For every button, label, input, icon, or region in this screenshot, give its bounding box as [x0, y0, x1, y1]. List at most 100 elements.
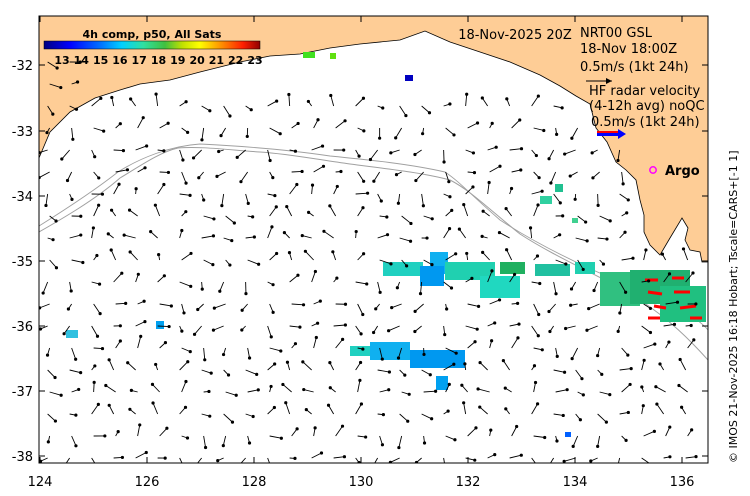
current-arrow-head — [569, 287, 574, 291]
current-arrow — [47, 61, 58, 69]
current-arrow — [531, 190, 543, 195]
x-tick-label: 136 — [670, 475, 695, 490]
current-arrow — [643, 249, 647, 261]
current-arrow — [201, 369, 212, 374]
current-arrow-head — [217, 149, 221, 154]
current-arrow — [357, 171, 365, 182]
current-arrow-head — [219, 133, 223, 138]
current-arrow-head — [269, 335, 273, 339]
current-arrow-head — [518, 118, 522, 122]
current-arrow-head — [92, 380, 96, 384]
current-arrow — [564, 457, 576, 462]
current-arrow-head — [519, 453, 523, 457]
current-arrow-head — [381, 106, 385, 110]
current-arrow-head — [558, 201, 562, 205]
current-arrow — [110, 249, 117, 261]
current-arrow-head — [425, 236, 429, 240]
current-arrow — [553, 413, 564, 416]
current-arrow-head — [343, 119, 347, 123]
current-arrow — [621, 171, 624, 184]
current-arrow-head — [475, 327, 479, 331]
current-arrow-head — [548, 329, 552, 334]
current-arrow-head — [536, 464, 538, 466]
current-arrow-head — [285, 360, 290, 364]
x-tick-label: 128 — [242, 475, 267, 490]
current-arrow — [663, 273, 670, 283]
colorbar: 4h comp, p50, All Sats 13 14 15 16 17 18 19 20 2… — [43, 28, 263, 67]
credit-text: © IMOS 21-Nov-2025 16:18 Hobart; Tscale=… — [727, 151, 740, 463]
current-arrow-head — [110, 95, 114, 100]
current-arrow-head — [163, 456, 167, 460]
current-arrow-head — [533, 380, 538, 385]
current-arrow — [39, 303, 50, 309]
current-arrow-head — [361, 347, 365, 351]
current-arrow — [203, 435, 207, 448]
current-arrow — [313, 165, 324, 173]
current-arrow — [216, 171, 226, 177]
current-arrow-head — [658, 362, 662, 366]
current-arrow-head — [268, 158, 272, 163]
current-arrow-head — [328, 204, 332, 208]
current-arrow-head — [328, 386, 332, 390]
current-arrow-head — [298, 325, 302, 329]
colorbar-tick: 13 — [54, 54, 69, 67]
current-arrow — [42, 281, 49, 294]
current-arrow-head — [98, 312, 102, 316]
current-arrow-head — [284, 401, 288, 405]
current-arrow-head — [238, 465, 240, 467]
current-arrow-head — [473, 458, 477, 462]
current-arrow-head — [208, 109, 212, 113]
current-arrow — [531, 457, 536, 463]
current-arrow-head — [316, 118, 320, 122]
current-arrow — [553, 193, 561, 204]
current-arrow-head — [53, 419, 58, 423]
current-arrow — [588, 303, 600, 310]
current-arrow-head — [91, 226, 95, 230]
current-arrow — [113, 272, 123, 283]
current-arrow — [179, 193, 191, 196]
current-arrow-head — [655, 402, 659, 406]
current-arrow-head — [448, 102, 452, 106]
current-arrow-head — [273, 193, 277, 198]
current-arrow — [459, 228, 467, 239]
current-arrow-head — [427, 111, 432, 115]
current-arrow-head — [361, 206, 365, 210]
current-arrow-head — [447, 227, 452, 231]
current-arrow-head — [246, 201, 250, 206]
current-arrow — [553, 281, 557, 294]
current-arrow-head — [535, 254, 540, 258]
current-arrow-head — [212, 306, 216, 310]
current-arrow-head — [631, 256, 635, 260]
current-arrow-head — [93, 155, 97, 159]
current-arrow-head — [481, 209, 485, 213]
current-arrow — [511, 119, 521, 129]
current-arrow — [213, 325, 224, 331]
current-arrow — [655, 386, 666, 393]
current-arrow-head — [487, 180, 491, 185]
current-arrow — [619, 281, 627, 293]
current-arrow-head — [39, 327, 43, 331]
current-arrow — [302, 235, 312, 239]
current-arrow-head — [528, 226, 533, 230]
current-arrow-head — [626, 198, 630, 202]
current-arrow — [548, 149, 555, 159]
current-arrow-head — [184, 181, 188, 185]
x-tick-label: 126 — [135, 475, 160, 490]
current-arrow-head — [326, 403, 331, 407]
current-arrow-head — [585, 328, 589, 332]
current-arrow-head — [454, 252, 458, 256]
current-arrow-head — [118, 339, 122, 343]
current-arrow — [463, 402, 467, 415]
current-arrow — [586, 325, 598, 331]
current-arrow-head — [562, 459, 566, 463]
current-arrow-head — [278, 132, 282, 136]
current-arrow-head — [342, 148, 346, 152]
current-arrow — [69, 234, 81, 239]
current-arrow-head — [364, 435, 368, 439]
current-arrow — [395, 127, 403, 139]
current-arrow-head — [537, 176, 541, 180]
current-arrow — [91, 227, 94, 239]
current-arrow-head — [240, 328, 244, 332]
current-arrow-head — [387, 370, 392, 374]
